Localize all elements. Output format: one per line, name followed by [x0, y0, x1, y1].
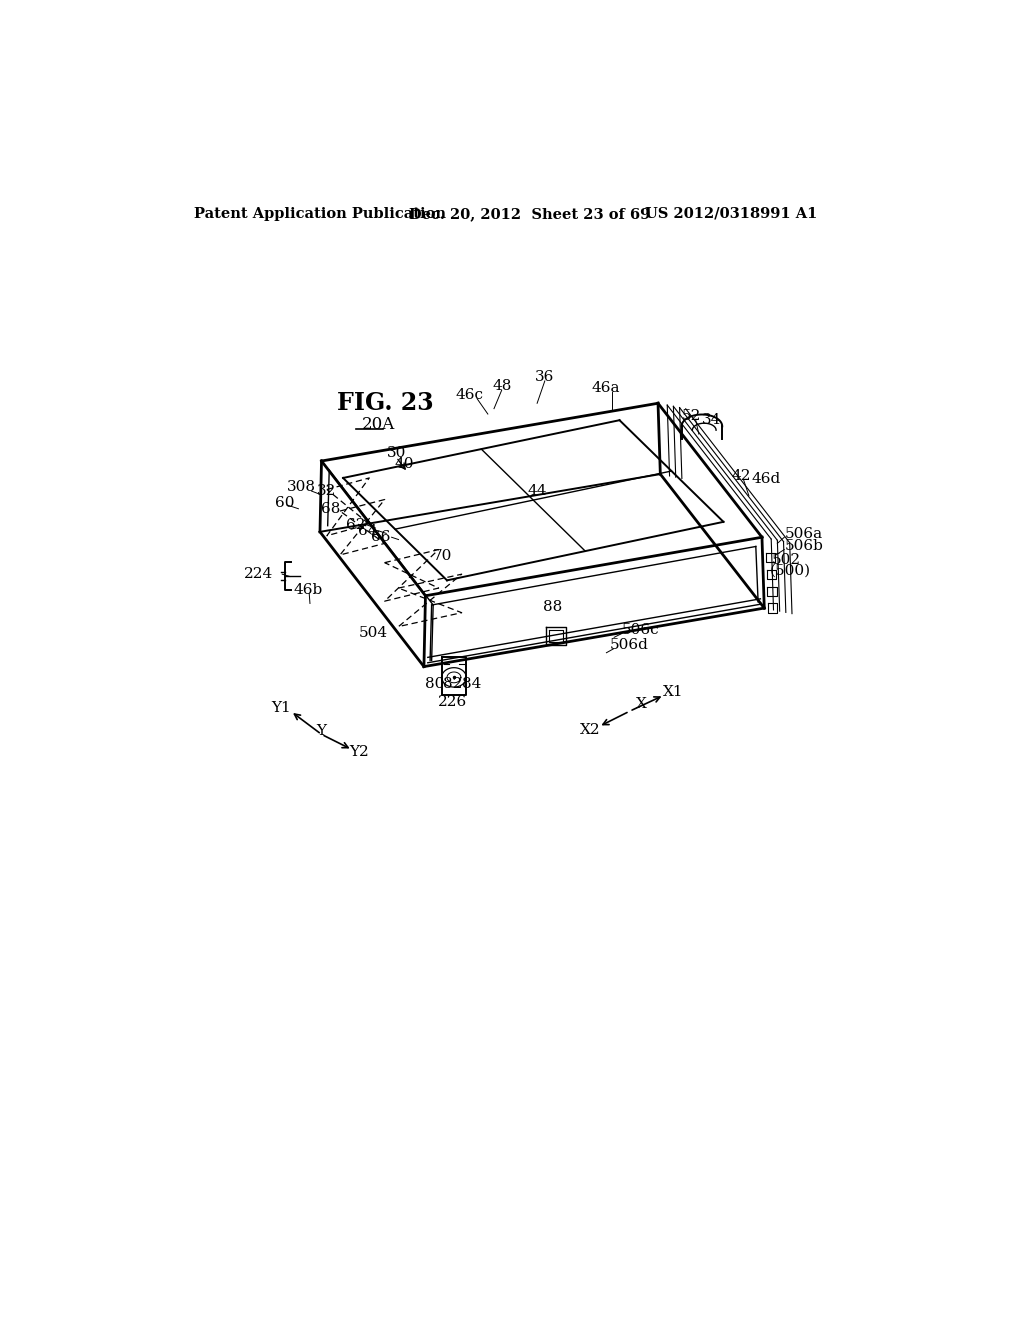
Text: Y1: Y1 — [270, 701, 291, 715]
Text: Dec. 20, 2012  Sheet 23 of 69: Dec. 20, 2012 Sheet 23 of 69 — [410, 207, 650, 220]
Text: 506a: 506a — [785, 527, 823, 541]
Text: 506d: 506d — [609, 638, 648, 652]
Text: 36: 36 — [536, 370, 555, 384]
Text: 20A: 20A — [361, 416, 395, 433]
Text: 46b: 46b — [293, 582, 323, 597]
Text: 226: 226 — [438, 696, 467, 709]
Text: 52: 52 — [681, 409, 700, 424]
Text: 502: 502 — [772, 553, 801, 568]
Text: 84: 84 — [462, 677, 481, 690]
Text: X2: X2 — [580, 723, 600, 737]
Text: 504: 504 — [358, 627, 388, 640]
Text: FIG. 23: FIG. 23 — [337, 391, 433, 416]
Text: 48: 48 — [492, 379, 511, 393]
Text: 66: 66 — [371, 531, 390, 544]
Text: 70: 70 — [433, 549, 453, 562]
Text: US 2012/0318991 A1: US 2012/0318991 A1 — [645, 207, 817, 220]
Text: 224: 224 — [244, 568, 273, 581]
Text: Y: Y — [316, 725, 327, 738]
Text: X: X — [636, 697, 646, 710]
Text: 46a: 46a — [592, 381, 620, 395]
Text: 80: 80 — [425, 677, 444, 690]
Text: 46c: 46c — [456, 388, 483, 401]
Text: 30: 30 — [386, 446, 406, 459]
Text: (500): (500) — [770, 564, 811, 578]
Text: 40: 40 — [394, 457, 414, 471]
Text: 62: 62 — [346, 517, 366, 532]
Text: 506b: 506b — [785, 540, 824, 553]
Text: 64: 64 — [358, 524, 378, 539]
Text: 82: 82 — [442, 677, 462, 690]
Text: 506c: 506c — [622, 623, 659, 636]
Text: X1: X1 — [664, 685, 684, 700]
Text: Patent Application Publication: Patent Application Publication — [194, 207, 445, 220]
Text: 88: 88 — [543, 601, 562, 614]
Text: 44: 44 — [527, 484, 547, 498]
Text: 34: 34 — [701, 413, 721, 428]
Text: 46d: 46d — [752, 473, 781, 487]
Text: 68: 68 — [322, 502, 340, 516]
Text: Y2: Y2 — [349, 744, 369, 759]
Text: 60: 60 — [274, 496, 294, 511]
Text: 308: 308 — [287, 480, 316, 494]
Text: 42: 42 — [731, 469, 751, 483]
Text: 32: 32 — [316, 484, 336, 498]
